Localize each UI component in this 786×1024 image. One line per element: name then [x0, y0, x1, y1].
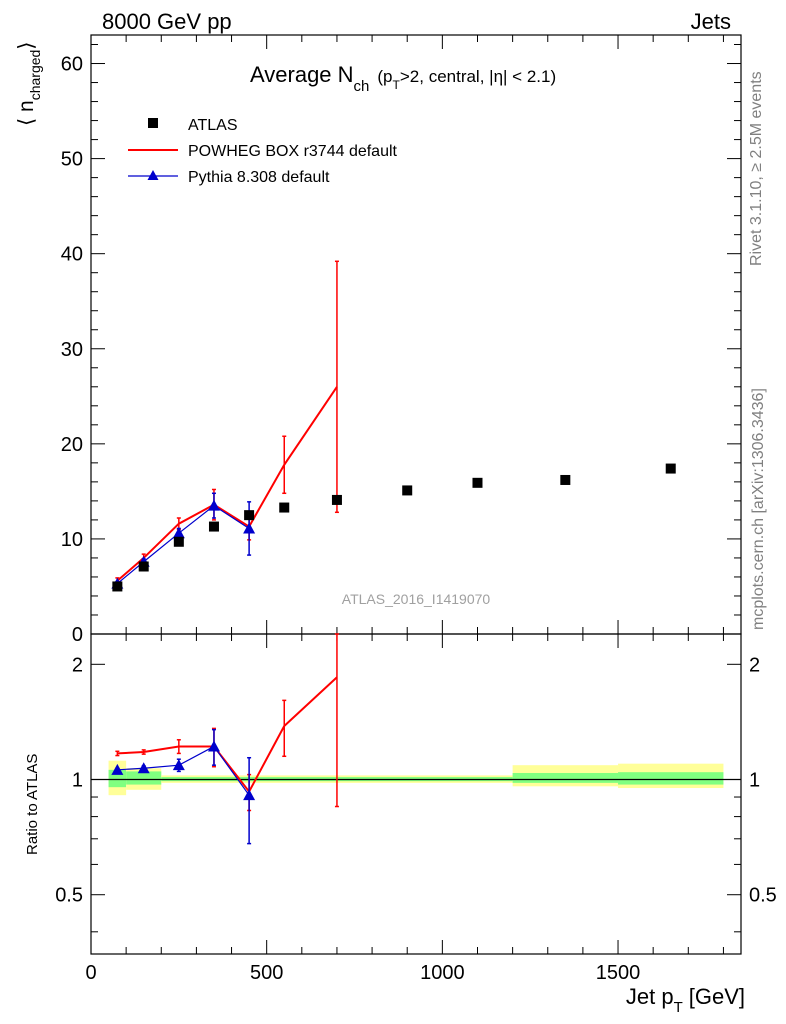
y-tick-label: 30	[61, 339, 83, 361]
ratio-y-tick-label: 0.5	[55, 885, 83, 907]
analysis-watermark: ATLAS_2016_I1419070	[342, 591, 491, 607]
x-axis-label: Jet pT [GeV]	[626, 984, 745, 1016]
pythia-point	[243, 522, 256, 534]
mcplots-label: mcplots.cern.ch [arXiv:1306.3436]	[750, 388, 767, 630]
atlas-point	[112, 581, 123, 592]
legend-atlas-marker	[148, 118, 158, 128]
legend-pythia-label: Pythia 8.308 default	[188, 169, 330, 186]
ratio-frame	[90, 633, 742, 955]
rivet-label: Rivet 3.1.10, ≥ 2.5M events	[748, 71, 765, 266]
ratio-y-tick-label-right: 0.5	[749, 885, 777, 907]
atlas-point	[244, 510, 255, 521]
ratio-y-tick-label-right: 2	[749, 654, 760, 676]
atlas-point	[279, 502, 290, 513]
atlas-point	[402, 485, 413, 496]
title-paren-open: (p	[377, 67, 392, 86]
title-sub: ch	[354, 78, 370, 95]
main-ylabel: ⟨ ncharged⟩	[15, 41, 43, 126]
y-tick-label: 10	[61, 529, 83, 551]
ratio-pythia-point	[207, 740, 220, 752]
ratio-pythia-point	[137, 762, 150, 774]
legend-atlas-label: ATLAS	[188, 117, 238, 134]
xlabel-unit: [GeV]	[689, 984, 745, 1009]
main-panel-axes: 0 10 20 30 40 50 60	[61, 34, 742, 646]
ratio-uncertainty-bands	[108, 760, 724, 796]
x-tick-label: 0	[85, 962, 96, 984]
pythia-point	[172, 527, 185, 539]
ylabel-sub: charged	[27, 50, 43, 101]
xlabel-main: Jet p	[626, 984, 674, 1009]
main-title: Average Nch (pT>2, central, |η| < 2.1)	[250, 62, 556, 95]
band-inner	[126, 771, 162, 785]
ratio-pythia-point	[172, 759, 185, 771]
y-tick-label: 40	[61, 244, 83, 266]
atlas-point	[208, 521, 219, 532]
atlas-point	[331, 494, 342, 505]
y-tick-label: 60	[61, 54, 83, 76]
ylabel-main: ⟨ n	[15, 100, 38, 126]
ratio-panel-axes: 0 500 1000 1500 0.5 0.5 1 1 2 2	[55, 633, 777, 984]
ratio-y-tick-label-right: 1	[749, 770, 760, 792]
title-paren-rest: >2, central, |η| < 2.1)	[400, 67, 556, 86]
y-tick-label: 50	[61, 149, 83, 171]
ratio-pythia-point	[243, 789, 256, 801]
band-inner	[618, 772, 724, 785]
main-panel-series	[111, 260, 676, 592]
ratio-y-tick-label: 1	[72, 770, 83, 792]
atlas-point	[138, 561, 149, 572]
y-tick-label: 0	[72, 624, 83, 646]
atlas-point	[173, 536, 184, 547]
atlas-point	[472, 477, 483, 488]
ratio-pythia-point	[111, 763, 124, 775]
pythia-point	[207, 499, 220, 511]
ratio-ylabel: Ratio to ATLAS	[24, 754, 41, 855]
ratio-y-tick-label: 2	[72, 654, 83, 676]
y-tick-label: 20	[61, 434, 83, 456]
powheg-line	[116, 386, 338, 582]
atlas-point	[560, 474, 571, 485]
title-pt-sub: T	[393, 78, 401, 92]
title-main: Average N	[250, 62, 354, 87]
legend-pythia-marker	[147, 170, 159, 180]
x-tick-label: 1000	[420, 962, 465, 984]
x-tick-label: 500	[250, 962, 283, 984]
x-tick-label: 1500	[596, 962, 641, 984]
xlabel-sub: T	[674, 999, 683, 1016]
header-left: 8000 GeV pp	[102, 9, 232, 34]
header-right: Jets	[691, 9, 731, 34]
atlas-point	[665, 463, 676, 474]
band-inner	[512, 772, 619, 783]
legend-powheg-label: POWHEG BOX r3744 default	[188, 143, 398, 160]
ratio-panel-series	[111, 633, 339, 845]
ylabel-close: ⟩	[15, 41, 38, 49]
legend: ATLAS POWHEG BOX r3744 default Pythia 8.…	[128, 117, 398, 186]
